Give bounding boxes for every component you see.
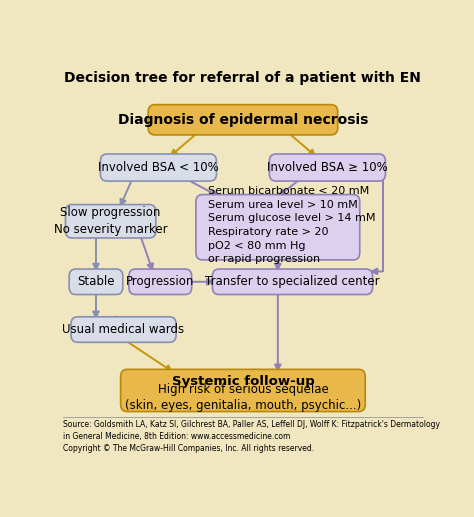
FancyBboxPatch shape bbox=[196, 194, 360, 260]
Text: Source: Goldsmith LA, Katz SI, Gilchrest BA, Paller AS, Leffell DJ, Wolff K: Fit: Source: Goldsmith LA, Katz SI, Gilchrest… bbox=[63, 420, 440, 441]
Text: Decision tree for referral of a patient with EN: Decision tree for referral of a patient … bbox=[64, 71, 421, 85]
FancyBboxPatch shape bbox=[71, 317, 176, 342]
Text: Slow progression
No severity marker: Slow progression No severity marker bbox=[54, 206, 167, 236]
FancyBboxPatch shape bbox=[269, 154, 385, 181]
Text: Stable: Stable bbox=[77, 275, 115, 288]
Text: Involved BSA ≥ 10%: Involved BSA ≥ 10% bbox=[267, 161, 388, 174]
Text: High risk of serious sequelae
(skin, eyes, genitalia, mouth, psychic...): High risk of serious sequelae (skin, eye… bbox=[125, 383, 361, 413]
Text: Diagnosis of epidermal necrosis: Diagnosis of epidermal necrosis bbox=[118, 113, 368, 127]
Text: Serum bicarbonate < 20 mM
Serum urea level > 10 mM
Serum glucose level > 14 mM
R: Serum bicarbonate < 20 mM Serum urea lev… bbox=[208, 186, 375, 264]
FancyBboxPatch shape bbox=[69, 269, 123, 295]
Text: Progression: Progression bbox=[126, 275, 194, 288]
Text: Involved BSA < 10%: Involved BSA < 10% bbox=[98, 161, 219, 174]
FancyBboxPatch shape bbox=[212, 269, 373, 295]
FancyBboxPatch shape bbox=[100, 154, 217, 181]
FancyBboxPatch shape bbox=[148, 104, 337, 135]
FancyBboxPatch shape bbox=[120, 369, 365, 412]
FancyBboxPatch shape bbox=[65, 205, 156, 238]
Text: Systemic follow-up: Systemic follow-up bbox=[172, 375, 314, 388]
FancyBboxPatch shape bbox=[129, 269, 191, 295]
Text: Transfer to specialized center: Transfer to specialized center bbox=[205, 275, 380, 288]
Text: Copyright © The McGraw-Hill Companies, Inc. All rights reserved.: Copyright © The McGraw-Hill Companies, I… bbox=[63, 444, 314, 453]
Text: Usual medical wards: Usual medical wards bbox=[63, 323, 184, 336]
